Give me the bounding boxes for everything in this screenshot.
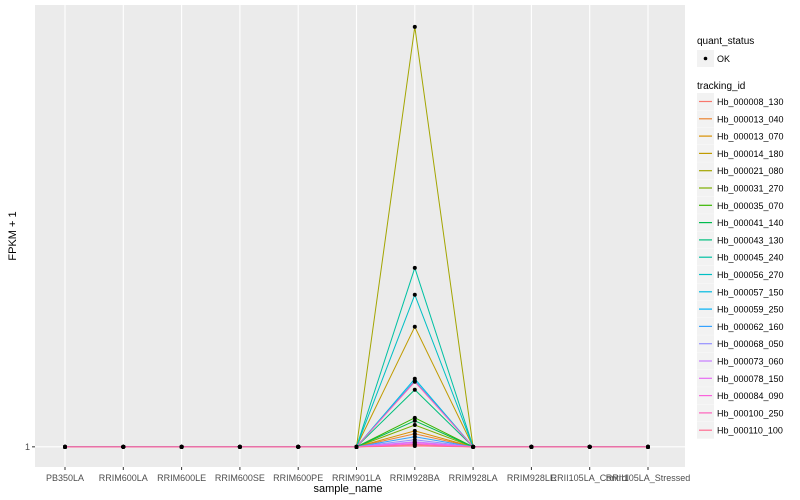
x-tick-label: RRIM600LA xyxy=(99,473,148,483)
data-point-Hb_000021_080 xyxy=(412,24,417,29)
legend-label: Hb_000035_070 xyxy=(717,201,784,211)
legend-title-tracking-id: tracking_id xyxy=(697,81,745,92)
y-tick-label: 1 xyxy=(25,442,30,452)
legend-label: Hb_000045_240 xyxy=(717,253,784,263)
legend-label: Hb_000110_100 xyxy=(717,426,783,436)
x-tick-label: RRIM600LE xyxy=(157,473,206,483)
x-tick-label: RRIM928BA xyxy=(390,473,440,483)
data-point-Hb_000110_100 xyxy=(296,444,301,449)
legend-title-quant-status: quant_status xyxy=(697,36,754,47)
legend-label: Hb_000041_140 xyxy=(717,218,784,228)
data-point-Hb_000035_070 xyxy=(412,415,417,420)
data-point-Hb_000014_180 xyxy=(412,324,417,329)
y-axis-title: FPKM + 1 xyxy=(7,211,19,260)
data-point-Hb_000062_160 xyxy=(412,434,417,439)
legend-label: Hb_000100_250 xyxy=(717,408,784,418)
legend-label: Hb_000056_270 xyxy=(717,270,784,280)
data-point-Hb_000043_130 xyxy=(412,387,417,392)
data-point-Hb_000110_100 xyxy=(412,444,417,448)
legend-label: Hb_000073_060 xyxy=(717,357,784,367)
legend-label: Hb_000057_150 xyxy=(717,287,784,297)
legend-label-ok: OK xyxy=(717,54,730,64)
legend-label: Hb_000021_080 xyxy=(717,166,784,176)
legend-point-ok xyxy=(703,56,708,61)
x-tick-label: PB350LA xyxy=(46,473,84,483)
data-point-Hb_000110_100 xyxy=(471,444,476,449)
legend-label: Hb_000008_130 xyxy=(717,97,784,107)
data-point-Hb_000031_270 xyxy=(412,423,417,427)
data-point-Hb_000110_100 xyxy=(121,444,126,449)
data-point-Hb_000110_100 xyxy=(646,444,650,449)
x-tick-label: RRIM600SE xyxy=(215,473,265,483)
data-point-Hb_000110_100 xyxy=(237,444,242,449)
data-point-Hb_000045_240 xyxy=(412,265,417,270)
data-point-Hb_000110_100 xyxy=(179,444,184,449)
data-point-Hb_000110_100 xyxy=(354,444,359,449)
x-tick-label: RRIM600PE xyxy=(273,473,323,483)
x-tick-label: RRIM928LE xyxy=(507,473,556,483)
data-point-Hb_000100_250 xyxy=(412,379,417,384)
legend-label: Hb_000043_130 xyxy=(717,235,784,245)
data-point-Hb_000013_070 xyxy=(412,428,417,433)
data-point-Hb_000013_040 xyxy=(412,431,417,436)
legend-label: Hb_000013_070 xyxy=(717,132,784,142)
x-tick-label: RRII105LA_Stressed xyxy=(606,473,691,483)
x-tick-label: RRIM901LA xyxy=(332,473,381,483)
data-point-Hb_000110_100 xyxy=(63,444,67,449)
data-point-Hb_000041_140 xyxy=(412,418,417,423)
legend-label: Hb_000059_250 xyxy=(717,305,784,315)
data-point-Hb_000056_270 xyxy=(412,292,417,297)
data-point-Hb_000110_100 xyxy=(587,444,592,449)
plot-panel xyxy=(35,5,685,467)
x-tick-label: RRII105LA_Control xyxy=(551,473,629,483)
legend-label: Hb_000078_150 xyxy=(717,374,784,384)
legend-label: Hb_000014_180 xyxy=(717,149,784,159)
data-point-Hb_000110_100 xyxy=(529,444,534,449)
legend-label: Hb_000062_160 xyxy=(717,322,784,332)
legend-label: Hb_000068_050 xyxy=(717,339,784,349)
legend-label: Hb_000031_270 xyxy=(717,184,784,194)
legend-label: Hb_000013_040 xyxy=(717,114,784,124)
legend-label: Hb_000084_090 xyxy=(717,391,784,401)
x-tick-label: RRIM928LA xyxy=(449,473,498,483)
x-axis-title: sample_name xyxy=(313,483,382,495)
